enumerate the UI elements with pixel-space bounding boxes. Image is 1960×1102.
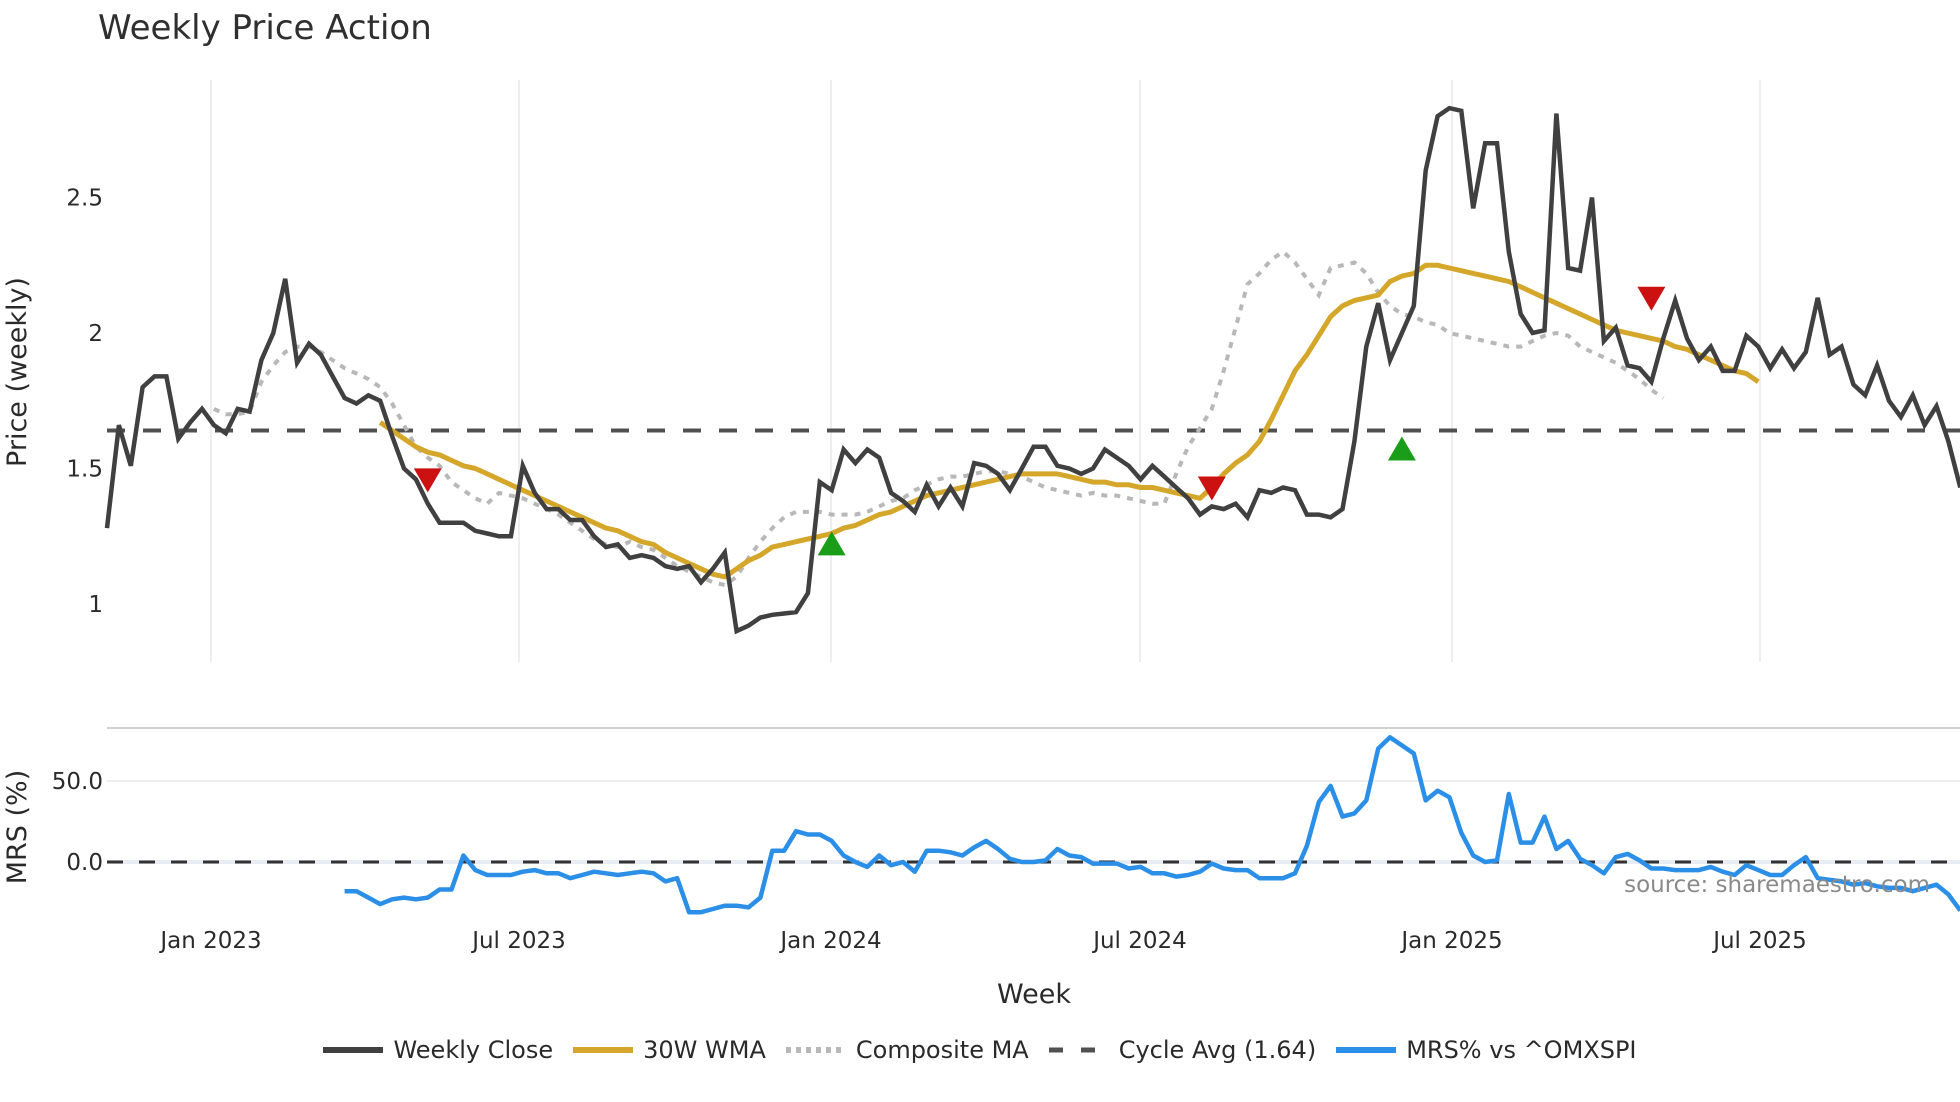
price-tick-label: 2 [88,321,103,347]
wma-30w-line [378,262,1760,580]
legend-label: MRS% vs ^OMXSPI [1406,1036,1637,1064]
legend-label: Composite MA [855,1036,1029,1064]
legend-item[interactable]: Cycle Avg (1.64) [1048,1036,1317,1064]
legend-item[interactable]: MRS% vs ^OMXSPI [1336,1036,1637,1064]
legend-swatch-icon [785,1043,846,1057]
legend-item[interactable]: Weekly Close [323,1036,553,1064]
legend: Weekly Close 30W WMA Composite MA Cycle Avg… [0,1036,1960,1064]
buy-signal-marker [1387,436,1416,461]
legend-label: Weekly Close [393,1036,554,1064]
mrs-axis-title: MRS (%) [2,770,33,885]
source-note: source: sharemaestro.com [1624,872,1930,898]
price-tick-label: 1.5 [66,457,103,483]
legend-item[interactable]: 30W WMA [573,1036,766,1064]
legend-label: Cycle Avg (1.64) [1118,1036,1317,1064]
gridlines [107,80,1960,864]
sell-signal-marker [1637,286,1666,311]
legend-swatch-icon [323,1043,384,1057]
legend-label: 30W WMA [643,1036,766,1064]
mrs-tick-label: 0.0 [66,850,103,876]
price-axis-title: Price (weekly) [2,277,33,467]
x-tick-label: Jul 2025 [1711,928,1807,954]
price-tick-label: 2.5 [66,186,103,212]
x-tick-label: Jul 2023 [470,928,566,954]
mrs-tick-label: 50.0 [52,769,103,795]
sell-signal-marker [1197,476,1226,501]
mrs-line [344,735,1960,915]
legend-swatch-icon [1048,1043,1109,1057]
weekly-close-line [104,105,1960,635]
chart-title: Weekly Price Action [98,8,432,48]
axes-labels: 1 1.5 2 2.5 0.0 50.0 Jan 2023 Jul 2023 Jan 2024 J… [2,186,1807,1011]
x-tick-label: Jan 2023 [158,928,261,954]
legend-swatch-icon [1336,1043,1397,1057]
x-tick-label: Jan 2025 [1399,928,1502,954]
composite-ma-line [213,249,1665,588]
sell-signal-marker [413,468,442,493]
price-tick-label: 1 [88,592,103,618]
x-tick-label: Jan 2024 [778,928,881,954]
legend-swatch-icon [573,1043,634,1057]
mrs-panel: source: sharemaestro.com [107,735,1960,915]
legend-item[interactable]: Composite MA [785,1036,1029,1064]
x-axis-title: Week [997,979,1071,1010]
x-tick-label: Jul 2024 [1091,928,1187,954]
price-panel [104,105,1960,635]
buy-signal-marker [817,531,846,556]
